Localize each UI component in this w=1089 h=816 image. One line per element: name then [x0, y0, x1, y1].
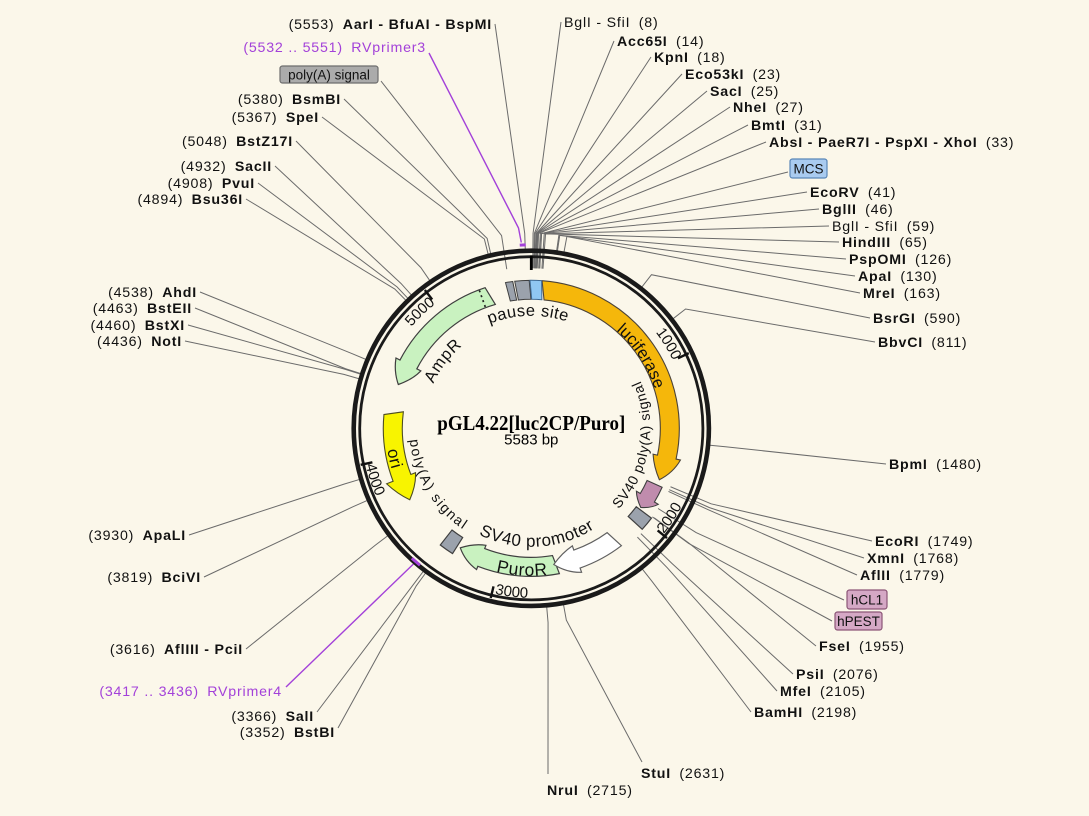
svg-text:(4436) NotI: (4436) NotI: [97, 334, 182, 350]
svg-text:MreI (163): MreI (163): [863, 286, 941, 302]
svg-text:BglI - SfiI (8): BglI - SfiI (8): [564, 15, 659, 31]
svg-text:(5367) SpeI: (5367) SpeI: [232, 110, 319, 126]
svg-text:HindIII (65): HindIII (65): [842, 235, 928, 251]
svg-text:EcoRV (41): EcoRV (41): [810, 185, 896, 201]
svg-text:(3366) SalI: (3366) SalI: [231, 709, 314, 725]
svg-text:(4538) AhdI: (4538) AhdI: [108, 285, 197, 301]
svg-text:(5048) BstZ17I: (5048) BstZ17I: [182, 134, 293, 150]
svg-text:(3352) BstBI: (3352) BstBI: [240, 725, 335, 741]
svg-text:XmnI (1768): XmnI (1768): [867, 551, 959, 567]
svg-text:ApaI (130): ApaI (130): [858, 269, 937, 285]
svg-text:EcoRI (1749): EcoRI (1749): [875, 534, 973, 550]
svg-text:BpmI (1480): BpmI (1480): [889, 457, 982, 473]
svg-text:ori: ori: [383, 447, 406, 471]
svg-text:(3616) AflIII - PciI: (3616) AflIII - PciI: [110, 642, 243, 658]
svg-text:PsiI (2076): PsiI (2076): [796, 667, 879, 683]
svg-text:(3417 .. 3436) RVprimer4: (3417 .. 3436) RVprimer4: [99, 684, 282, 700]
svg-text:(3930) ApaLI: (3930) ApaLI: [88, 528, 186, 544]
svg-text:BmtI (31): BmtI (31): [751, 118, 823, 134]
svg-text:(5553) AarI - BfuAI - BspMI: (5553) AarI - BfuAI - BspMI: [289, 17, 492, 33]
svg-text:(4908) PvuI: (4908) PvuI: [168, 176, 255, 192]
svg-text:poly(A) signal: poly(A) signal: [288, 67, 370, 82]
svg-text:Acc65I (14): Acc65I (14): [617, 34, 704, 50]
svg-text:(5380) BsmBI: (5380) BsmBI: [238, 92, 341, 108]
svg-text:(4894) Bsu36I: (4894) Bsu36I: [137, 192, 243, 208]
svg-text:5583 bp: 5583 bp: [504, 432, 558, 449]
svg-text:FseI (1955): FseI (1955): [819, 639, 905, 655]
svg-text:BbvCI (811): BbvCI (811): [878, 335, 967, 351]
svg-text:(3819) BciVI: (3819) BciVI: [107, 570, 201, 586]
svg-text:BglI - SfiI (59): BglI - SfiI (59): [832, 219, 935, 235]
svg-text:pGL4.22[luc2CP/Puro]: pGL4.22[luc2CP/Puro]: [437, 411, 625, 435]
svg-text:MfeI (2105): MfeI (2105): [780, 684, 866, 700]
svg-text:hPEST: hPEST: [837, 614, 880, 629]
svg-text:StuI (2631): StuI (2631): [641, 766, 725, 782]
svg-text:hCL1: hCL1: [851, 592, 883, 607]
svg-text:PspOMI (126): PspOMI (126): [849, 252, 952, 268]
svg-text:SacI (25): SacI (25): [710, 84, 779, 100]
svg-text:Eco53kI (23): Eco53kI (23): [685, 67, 781, 83]
svg-text:3000: 3000: [494, 581, 528, 602]
svg-text:AbsI - PaeR7I - PspXI - XhoI: AbsI - PaeR7I - PspXI - XhoI (33): [769, 135, 1014, 151]
svg-text:NheI (27): NheI (27): [733, 100, 804, 116]
svg-text:BglII (46): BglII (46): [822, 202, 894, 218]
svg-text:BamHI (2198): BamHI (2198): [754, 705, 857, 721]
svg-text:(5532 .. 5551) RVprimer3: (5532 .. 5551) RVprimer3: [243, 40, 426, 56]
svg-text:(4932) SacII: (4932) SacII: [181, 159, 272, 175]
svg-text:PuroR: PuroR: [495, 556, 548, 580]
svg-text:(4460) BstXI: (4460) BstXI: [91, 318, 185, 334]
svg-text:KpnI (18): KpnI (18): [654, 50, 726, 66]
svg-text:AflII (1779): AflII (1779): [860, 568, 945, 584]
svg-text:MCS: MCS: [794, 161, 824, 176]
svg-text:NruI (2715): NruI (2715): [547, 783, 633, 799]
svg-text:BsrGI (590): BsrGI (590): [873, 311, 961, 327]
svg-text:(4463) BstEII: (4463) BstEII: [93, 301, 192, 317]
